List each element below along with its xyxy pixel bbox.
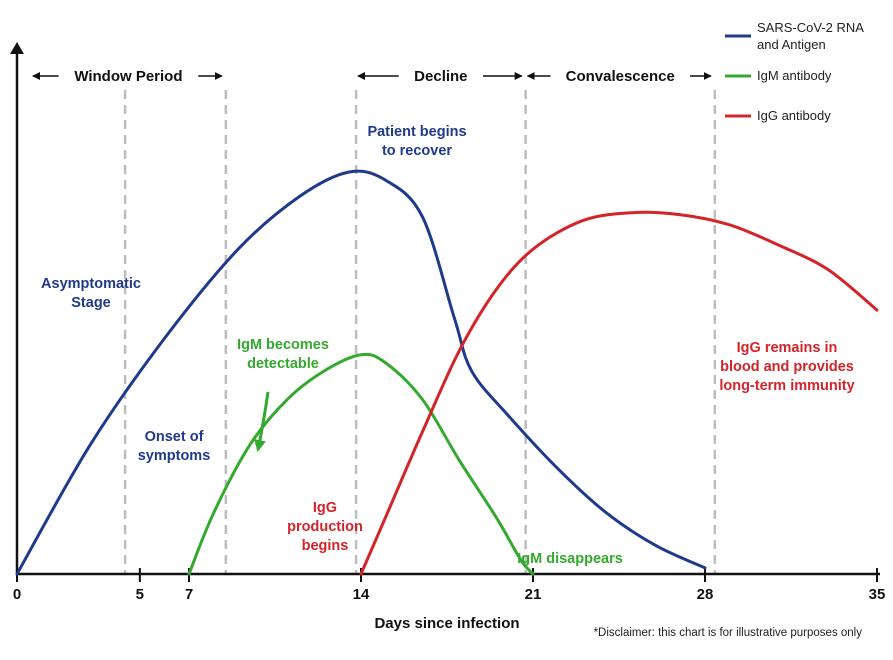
x-tick-label-21: 21: [525, 586, 542, 603]
legend-label-rna-2: and Antigen: [757, 37, 826, 52]
annotation-igg-remains: IgG remains in blood and provides long-ter…: [719, 340, 854, 394]
dashed-guides: [123, 90, 717, 574]
annotation-igm-detectable: IgM becomes detectable: [237, 337, 329, 372]
legend: SARS-CoV-2 RNA and Antigen IgM antibody …: [725, 20, 864, 123]
period-labels: Window Period Decline Convalescence: [32, 68, 712, 85]
x-tick-label-35: 35: [869, 586, 886, 603]
x-tick-label-28: 28: [697, 586, 714, 603]
series-line-igm: [187, 352, 535, 576]
legend-label-rna-1: SARS-CoV-2 RNA: [757, 20, 864, 35]
x-axis-label: Days since infection: [374, 615, 519, 632]
annotation-igm-disappears: IgM disappears: [517, 551, 623, 567]
x-tick-label-14: 14: [353, 586, 370, 603]
annotation-patient-recovers: Patient begins to recover: [367, 124, 466, 159]
igm-detectable-arrow: [254, 391, 270, 452]
series-line-igg: [359, 210, 879, 576]
period-label-0: Window Period: [74, 68, 182, 85]
annotations: Asymptomatic Stage Onset of symptoms Patient…: [41, 124, 855, 567]
series-line-rna: [15, 169, 707, 576]
x-ticks: 0 5 7 14 21 28 35: [13, 568, 886, 603]
period-label-2: Convalescence: [566, 68, 675, 85]
y-axis-arrowhead: [10, 42, 24, 54]
series-lines: [15, 169, 879, 576]
legend-label-igg: IgG antibody: [757, 108, 831, 123]
annotation-asymptomatic-stage: Asymptomatic Stage: [41, 276, 141, 311]
disclaimer: *Disclaimer: this chart is for illustrat…: [594, 627, 863, 639]
period-label-1: Decline: [414, 68, 467, 85]
x-tick-label-0: 0: [13, 586, 21, 603]
x-tick-label-7: 7: [185, 586, 193, 603]
annotation-onset-of-symptoms: Onset of symptoms: [138, 429, 211, 464]
legend-label-igm: IgM antibody: [757, 68, 832, 83]
annotation-igg-production: IgG production begins: [287, 500, 363, 554]
x-tick-label-5: 5: [136, 586, 144, 603]
